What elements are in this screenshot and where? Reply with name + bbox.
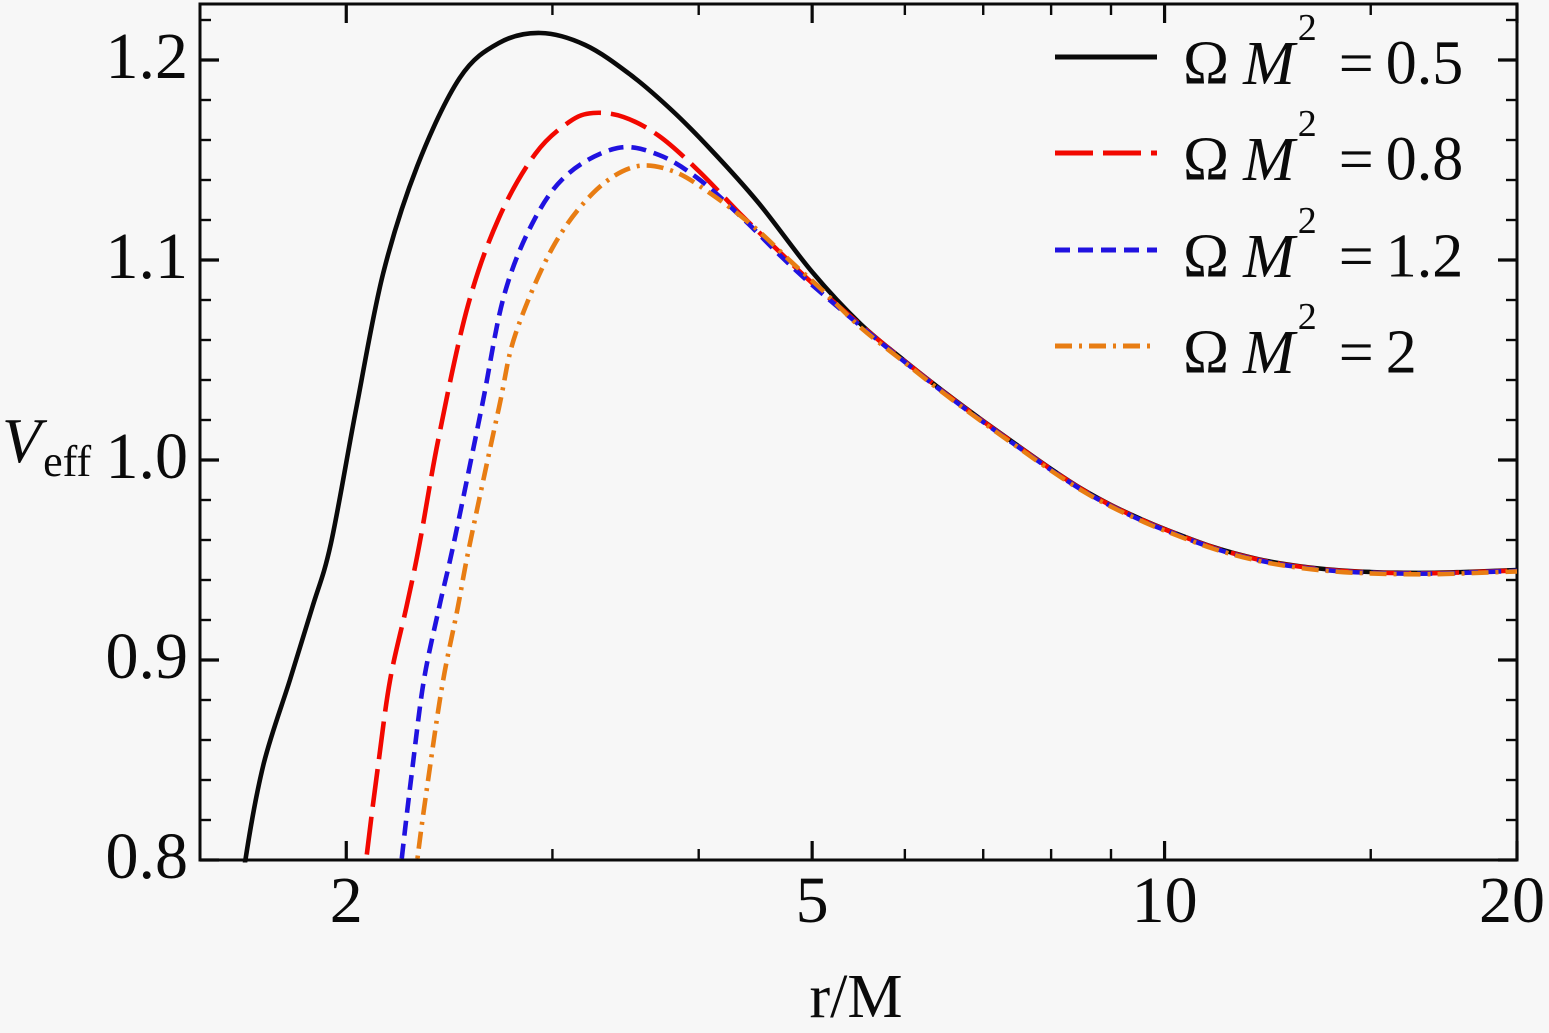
legend-value: 0.5 <box>1385 29 1464 98</box>
legend: Ω M2= 0.5 Ω M2= 0.8 Ω M2= 1.2 Ω M2= 2 <box>1035 0 1549 420</box>
y-axis-subscript: eff <box>43 437 92 486</box>
legend-mass-symbol: M <box>1243 29 1295 98</box>
legend-line-sample <box>1055 54 1157 60</box>
legend-mass-symbol: M <box>1243 318 1295 387</box>
x-tick-label: 5 <box>796 864 829 937</box>
y-tick-label: 0.9 <box>106 620 189 693</box>
x-axis-label: r/M <box>809 963 903 1031</box>
legend-item: Ω M2 = 0.8 <box>1035 103 1549 194</box>
y-tick-label: 0.8 <box>106 820 189 893</box>
tick-labels: 2 5 10 20 0.8 0.9 1.0 1.1 1.2 <box>106 20 1546 937</box>
legend-exponent: 2 <box>1297 103 1317 146</box>
legend-value: 1.2 <box>1385 222 1464 291</box>
legend-label: Ω M2= 2 <box>1183 296 1417 388</box>
legend-item: Ω M2 = 0.5 <box>1035 7 1549 98</box>
x-tick-label: 2 <box>330 864 363 937</box>
legend-label: Ω M2 = 1.2 <box>1183 200 1464 292</box>
legend-label: Ω M2 = 0.8 <box>1183 103 1464 195</box>
legend-omega: Ω <box>1183 222 1230 291</box>
legend-equals: = <box>1338 29 1374 98</box>
legend-exponent: 2 <box>1297 7 1317 50</box>
legend-item: Ω M2= 2 <box>1035 296 1549 387</box>
legend-exponent: 2 <box>1297 296 1317 339</box>
y-axis-label: Veff <box>2 404 91 486</box>
legend-line-sample <box>1055 343 1157 349</box>
legend-item: Ω M2 = 1.2 <box>1035 200 1549 291</box>
legend-omega: Ω <box>1183 318 1230 387</box>
y-axis-symbol: V <box>2 405 42 476</box>
curves <box>242 30 1518 863</box>
legend-mass-symbol: M <box>1243 222 1295 291</box>
legend-value: 0.8 <box>1385 125 1464 194</box>
legend-equals: = <box>1338 318 1374 387</box>
legend-equals: = <box>1338 125 1374 194</box>
legend-label: Ω M2 = 0.5 <box>1183 7 1464 99</box>
legend-omega: Ω <box>1183 125 1230 194</box>
y-tick-label: 1.0 <box>106 420 189 493</box>
legend-line-sample <box>1055 247 1157 253</box>
curve-series-3 <box>414 163 1518 863</box>
legend-mass-symbol: M <box>1243 125 1295 194</box>
ticks <box>200 4 1519 862</box>
x-tick-label: 10 <box>1132 864 1198 937</box>
legend-exponent: 2 <box>1297 200 1317 243</box>
legend-omega: Ω <box>1183 29 1230 98</box>
legend-equals: = <box>1338 222 1374 291</box>
legend-value: 2 <box>1385 318 1417 387</box>
x-tick-label: 20 <box>1479 864 1545 937</box>
y-tick-label: 1.2 <box>106 20 189 93</box>
plot-frame <box>198 2 1519 862</box>
y-tick-label: 1.1 <box>106 220 189 293</box>
legend-line-sample <box>1055 150 1157 156</box>
